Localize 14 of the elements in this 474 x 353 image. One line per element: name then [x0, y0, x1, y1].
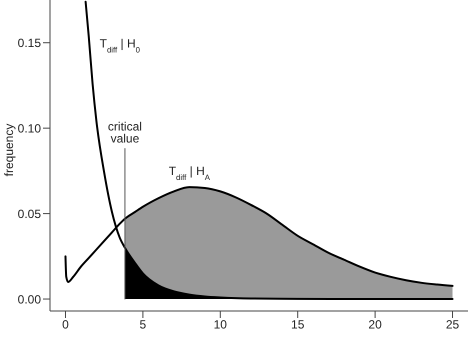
series-label: critical value: [108, 120, 142, 146]
x-tick-label: 20: [368, 318, 382, 332]
x-tick-label: 25: [446, 318, 460, 332]
y-tick-label: 0.05: [18, 206, 42, 221]
series-label: T$_{diff}$ | H$_{0}$: [100, 36, 141, 54]
series-label: T$_{diff}$ | H$_{A}$: [168, 164, 211, 182]
y-tick-label: 0.10: [18, 121, 42, 136]
x-tick-label: 10: [214, 318, 228, 332]
y-tick-label: 0.00: [18, 292, 42, 306]
y-axis-title: frequency: [2, 124, 16, 176]
y-tick-label: 0.15: [18, 36, 42, 50]
x-tick-label: 15: [291, 318, 305, 332]
x-tick-label: 0: [62, 318, 70, 332]
x-tick-label: 5: [140, 318, 147, 332]
